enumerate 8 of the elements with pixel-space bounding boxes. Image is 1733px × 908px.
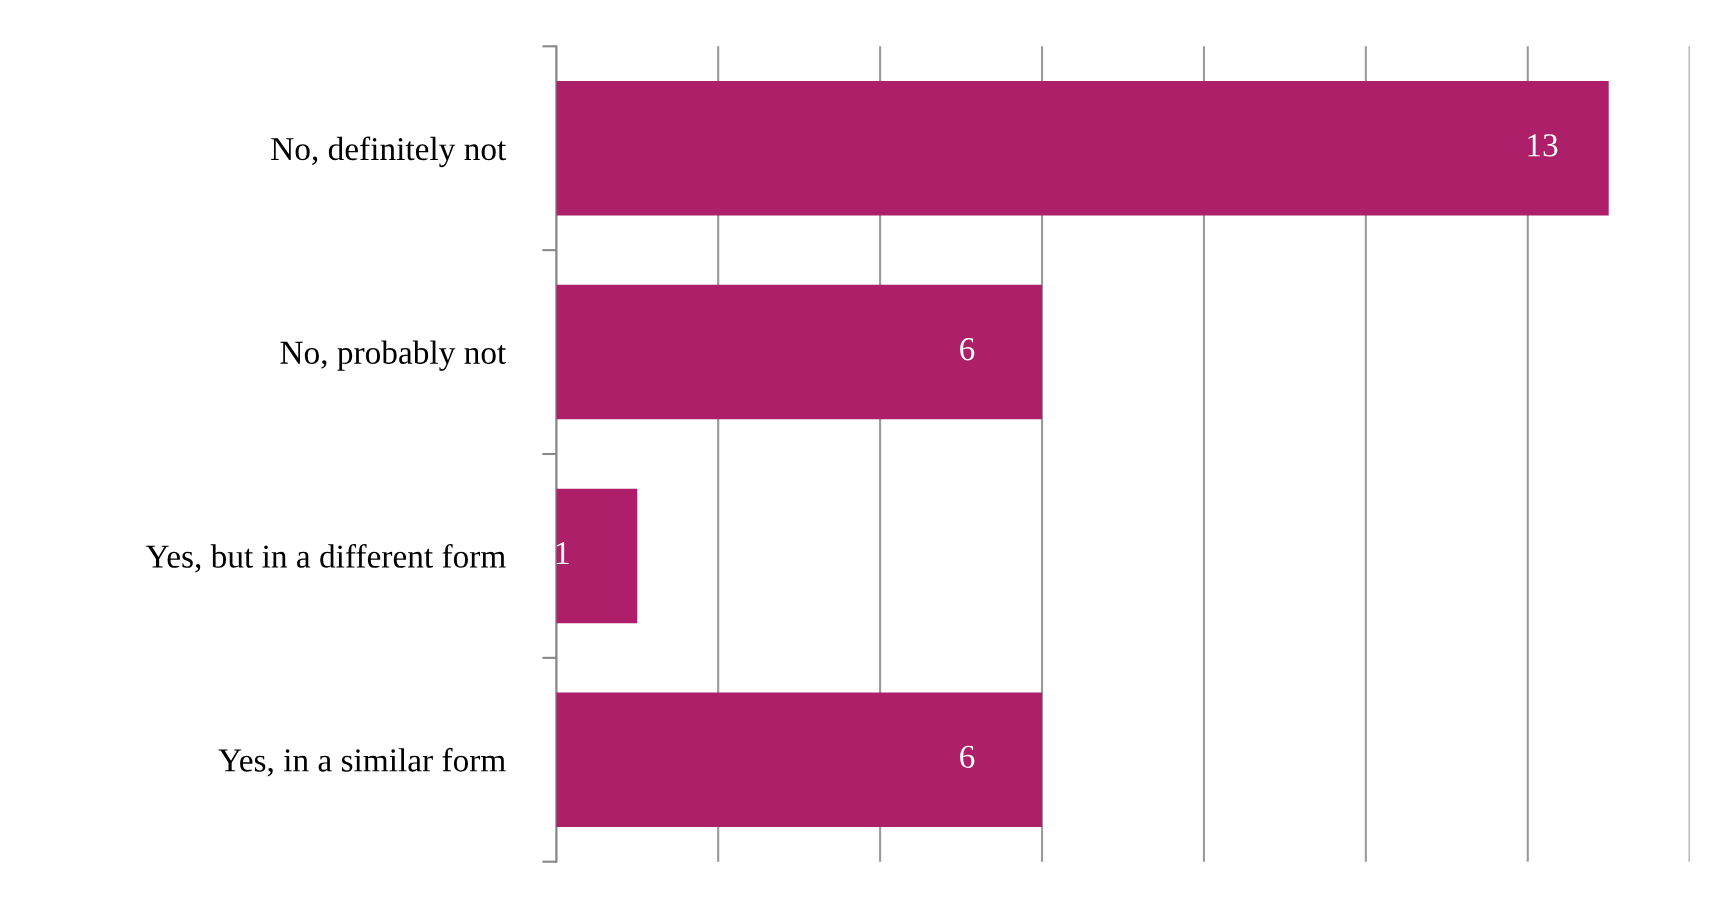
data-label: 13 [1528,134,1558,157]
y-tick-label: No, probably not [280,340,507,371]
data-label: 1 [556,541,569,564]
data-label: 6 [960,745,975,769]
y-tick-label: Yes, in a similar form [218,747,506,777]
y-tick-label: No, definitely not [271,136,507,168]
data-label: 6 [960,338,975,361]
y-tick-label: Yes, but in a different form [145,544,506,573]
